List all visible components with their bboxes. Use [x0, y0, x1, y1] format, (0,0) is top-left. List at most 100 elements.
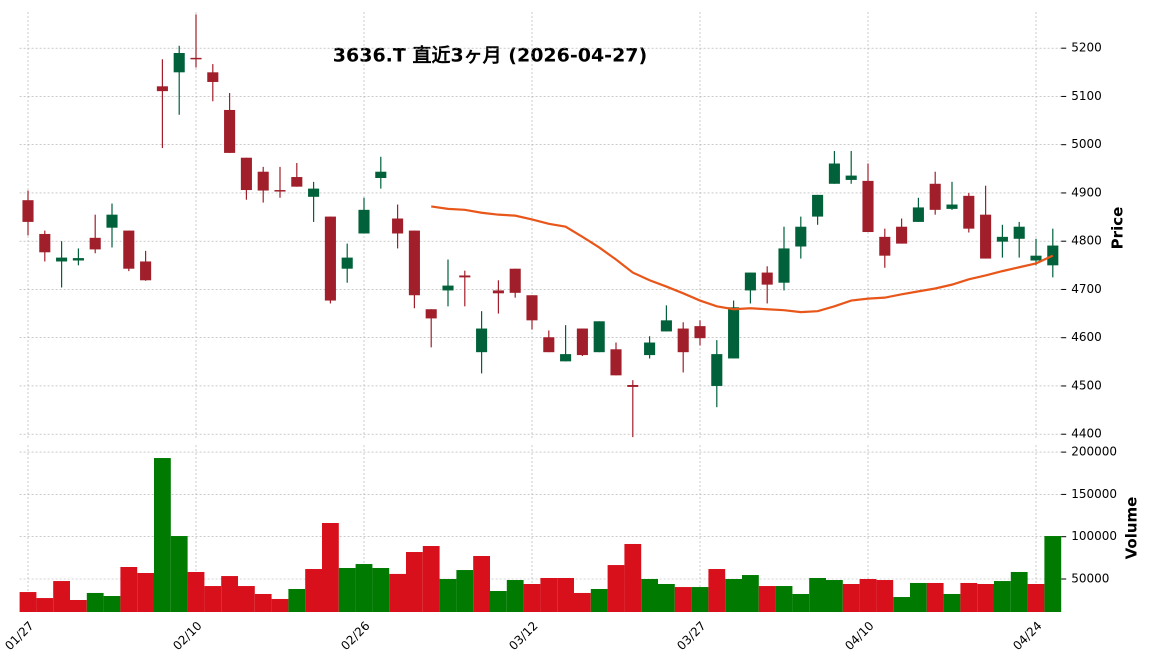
volume-bar [910, 582, 927, 612]
y2-tick-label: 200000 [1071, 445, 1117, 459]
volume-bar [355, 564, 373, 612]
x-tick-label: 01/27 [2, 619, 36, 653]
candle-body [660, 320, 672, 332]
volume-bar [926, 582, 944, 612]
volume-bar [473, 555, 490, 612]
volume-bar [305, 569, 322, 612]
candle-body [442, 285, 454, 291]
candle-body [274, 190, 286, 192]
candle-body [39, 233, 51, 253]
candle-body [190, 57, 202, 60]
volume-bar [742, 575, 759, 612]
volume-bar [19, 592, 37, 612]
volume-bar [372, 568, 390, 612]
candle-body [509, 268, 521, 293]
volume-bar [775, 586, 793, 612]
y-tick-label: 5100 [1071, 89, 1102, 103]
candle-body [22, 200, 34, 222]
candle-body [207, 72, 219, 82]
volume-bar [523, 583, 541, 612]
candle-body [812, 194, 824, 217]
volume-bar [540, 577, 558, 612]
candle-body [425, 309, 437, 319]
x-tick-label: 02/10 [170, 619, 204, 653]
y2-axis-label: Volume [1123, 497, 1141, 560]
candle-body [929, 183, 941, 210]
volume-bar [809, 577, 826, 612]
y-axis-label: Price [1109, 207, 1127, 250]
volume-bar [641, 579, 658, 612]
candle-body [156, 86, 168, 92]
x-tick-label: 03/12 [506, 619, 540, 653]
candle-body [576, 328, 588, 356]
volume-bar [691, 587, 709, 612]
volume-bar [70, 599, 87, 612]
volume-bar [204, 586, 222, 612]
volume-bar [876, 580, 894, 612]
candle-body [543, 337, 555, 353]
candle-body [761, 272, 773, 285]
volume-bar [960, 582, 978, 612]
volume-bar [624, 543, 642, 612]
candle-body [375, 171, 387, 178]
volume-bar [187, 571, 205, 612]
candle-body [459, 275, 471, 278]
candle-body [778, 248, 790, 283]
volume-bar [994, 581, 1011, 612]
y2-tick-label: 100000 [1071, 529, 1117, 543]
volume-bar [1044, 536, 1062, 612]
volume-bar [338, 568, 356, 612]
volume-bar [490, 591, 507, 612]
candle-body [1047, 245, 1059, 266]
y2-tick-label: 50000 [1071, 572, 1109, 586]
volume-bar [708, 569, 726, 612]
volume-bar [406, 552, 423, 612]
candle-body [912, 207, 924, 222]
volume-bar [725, 579, 742, 612]
y-tick-label: 5000 [1071, 137, 1102, 151]
candle-body [694, 326, 706, 339]
candle-body [392, 218, 404, 234]
candle-body [240, 157, 252, 191]
candle-body [845, 175, 857, 180]
candle-body [408, 230, 420, 296]
candle-body [828, 163, 840, 184]
volume-bar [506, 580, 524, 612]
volume-bar [557, 577, 574, 612]
volume-bar [422, 546, 440, 612]
volume-bar [792, 593, 810, 612]
candle-body [627, 384, 639, 387]
candle-body [106, 214, 118, 228]
volume-bar [137, 572, 154, 612]
candle-body [123, 230, 135, 269]
volume-bar [1010, 571, 1028, 612]
volume-bar [170, 536, 188, 612]
candle-body [862, 180, 874, 233]
volume-bar [758, 586, 776, 612]
candle-body [358, 209, 370, 234]
candle-body [728, 307, 740, 359]
candle-body [72, 258, 84, 261]
volume-bar [456, 570, 474, 612]
candle-body [879, 236, 891, 256]
candle-body [476, 328, 488, 353]
volume-bar [943, 593, 961, 612]
candle-body [308, 188, 320, 197]
volume-bar [271, 598, 289, 612]
volume-bar [120, 566, 138, 612]
volume-bar [322, 523, 339, 612]
volume-bar [238, 586, 255, 612]
volume-bar [439, 579, 457, 612]
volume-bar [103, 596, 121, 612]
volume-bar [86, 592, 104, 612]
volume-bar [221, 576, 238, 612]
candle-body [492, 290, 504, 294]
volume-bar [607, 565, 625, 612]
candle-body [324, 216, 336, 301]
x-tick-label: 04/24 [1010, 619, 1044, 653]
y-tick-label: 4500 [1071, 378, 1102, 392]
candle-body [711, 354, 723, 386]
volume-bar [574, 592, 591, 612]
volume-bar [36, 598, 54, 612]
